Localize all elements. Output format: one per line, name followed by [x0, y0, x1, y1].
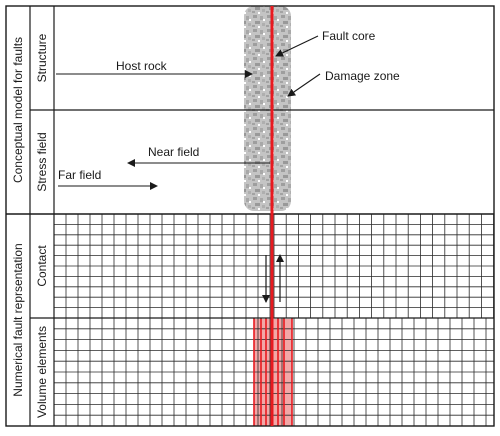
- host-rock-label: Host rock: [116, 59, 168, 73]
- damage-zone-band: [244, 6, 291, 211]
- contact-mesh: [53, 213, 495, 319]
- damage-zone-arrow: [287, 73, 321, 97]
- group-label-conceptual: Conceptual model for faults: [11, 37, 25, 183]
- row-label-volume: Volume elements: [35, 326, 49, 418]
- diagram-frame: [5, 5, 495, 427]
- fault-core-arrow: [275, 35, 319, 57]
- far-field-label: Far field: [58, 168, 101, 182]
- fault-core-label: Fault core: [322, 29, 376, 43]
- row-label-structure: Structure: [35, 33, 49, 82]
- row-label-contact: Contact: [35, 245, 49, 287]
- row-label-stress: Stress field: [35, 132, 49, 191]
- group-label-numerical: Numerical fault reprsentation: [11, 243, 25, 396]
- fault-element-mesh: [253, 318, 293, 426]
- near-field-label: Near field: [148, 145, 199, 159]
- damage-zone-label: Damage zone: [325, 69, 400, 83]
